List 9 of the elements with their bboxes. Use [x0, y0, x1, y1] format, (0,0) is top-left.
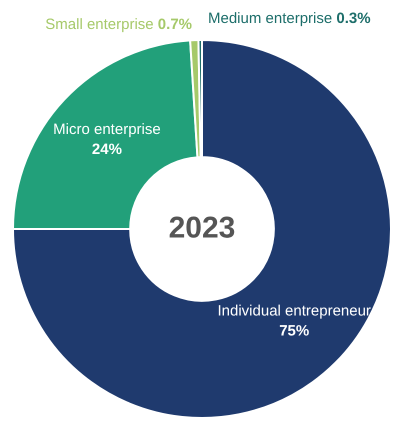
slice-label: Micro enterprise: [53, 120, 161, 138]
slice-label: Medium enterprise: [208, 10, 336, 28]
slice-label: Small enterprise: [45, 16, 158, 34]
text: 2023: [168, 211, 236, 244]
data-label: 24%: [92, 140, 122, 158]
slice-label: Individual entrepreneur: [217, 302, 371, 320]
data-label: 0.7%: [158, 16, 192, 34]
data-label: 0.3%: [336, 10, 371, 28]
data-label: 75%: [279, 322, 310, 340]
